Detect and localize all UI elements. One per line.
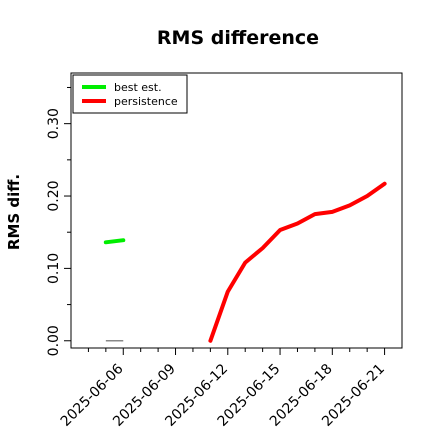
legend: best est.persistence [72, 74, 188, 114]
legend-label: persistence [114, 95, 178, 108]
legend-label: best est. [114, 81, 162, 94]
chart-title: RMS difference [157, 27, 319, 49]
series-line-best-est- [103, 238, 126, 245]
y-tick-label: 0.10 [46, 253, 62, 284]
y-tick-label: 0.20 [46, 180, 62, 211]
series-line-persistence [208, 181, 387, 343]
y-tick-label: 0.00 [46, 325, 62, 356]
y-axis-label: RMS diff. [5, 174, 23, 250]
legend-box [72, 74, 188, 114]
plot-frame [70, 72, 403, 349]
y-tick-label: 0.30 [46, 108, 62, 139]
